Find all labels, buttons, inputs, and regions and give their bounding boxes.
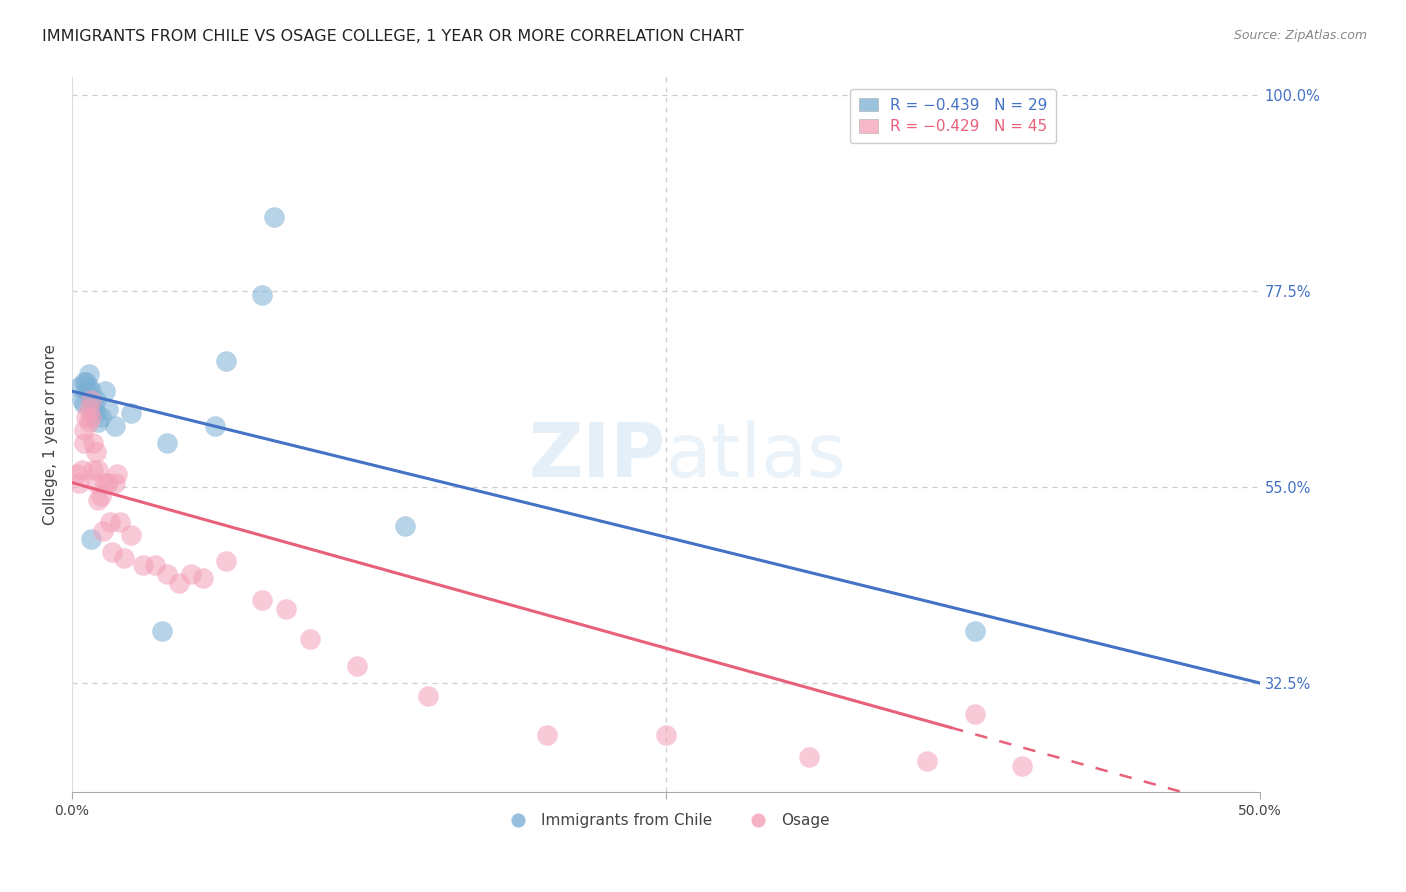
Point (75, 384, 97, 398)
Point (73, 397, 96, 411)
Legend: Immigrants from Chile, Osage: Immigrants from Chile, Osage (496, 807, 835, 834)
Point (84, 406, 107, 420)
Point (73, 423, 96, 437)
Point (67, 475, 90, 490)
Point (215, 353, 238, 368)
Point (263, 210, 285, 224)
Point (132, 558, 155, 573)
Point (77, 380, 100, 394)
Point (75, 376, 97, 390)
Point (77, 415, 100, 429)
Point (963, 624, 986, 638)
Point (156, 567, 179, 582)
Point (80, 392, 103, 407)
Point (82, 462, 104, 476)
Point (394, 519, 416, 533)
Point (75, 410, 97, 425)
Point (70, 462, 93, 476)
Point (963, 706, 986, 721)
Point (143, 558, 166, 573)
Point (77, 367, 100, 381)
Point (80, 384, 103, 398)
Text: ZIP: ZIP (529, 419, 666, 492)
Point (120, 406, 142, 420)
Point (89, 410, 111, 425)
Point (105, 467, 128, 481)
Point (150, 624, 173, 638)
Point (94, 475, 117, 490)
Point (274, 602, 297, 616)
Point (104, 419, 127, 434)
Point (250, 288, 273, 302)
Point (101, 545, 124, 559)
Point (73, 436, 96, 450)
Point (84, 475, 107, 490)
Point (84, 392, 107, 407)
Y-axis label: College, 1 year or more: College, 1 year or more (44, 344, 58, 525)
Point (97, 475, 120, 490)
Point (112, 551, 135, 566)
Point (180, 567, 202, 582)
Point (655, 728, 678, 742)
Point (67, 380, 90, 394)
Point (97, 401, 120, 416)
Point (797, 750, 820, 764)
Point (104, 475, 127, 490)
Point (82, 436, 104, 450)
Point (91, 524, 114, 538)
Point (536, 728, 558, 742)
Text: atlas: atlas (666, 419, 846, 492)
Point (250, 593, 273, 607)
Point (89, 489, 111, 503)
Point (87, 462, 110, 476)
Point (82, 406, 104, 420)
Point (156, 436, 179, 450)
Point (98, 515, 121, 529)
Point (66, 467, 89, 481)
Point (80, 392, 103, 407)
Point (82, 397, 104, 411)
Point (120, 528, 142, 542)
Text: IMMIGRANTS FROM CHILE VS OSAGE COLLEGE, 1 YEAR OR MORE CORRELATION CHART: IMMIGRANTS FROM CHILE VS OSAGE COLLEGE, … (42, 29, 744, 44)
Point (418, 689, 440, 703)
Point (204, 419, 226, 434)
Text: Source: ZipAtlas.com: Source: ZipAtlas.com (1233, 29, 1367, 42)
Point (191, 572, 214, 586)
Point (1011, 759, 1033, 773)
Point (108, 515, 131, 529)
Point (84, 445, 107, 459)
Point (94, 384, 117, 398)
Point (77, 401, 100, 416)
Point (80, 533, 103, 547)
Point (917, 755, 939, 769)
Point (215, 554, 238, 568)
Point (70, 392, 93, 407)
Point (87, 493, 110, 508)
Point (167, 575, 190, 590)
Point (80, 410, 103, 425)
Point (73, 376, 96, 390)
Point (87, 415, 110, 429)
Point (298, 632, 321, 647)
Point (346, 658, 368, 673)
